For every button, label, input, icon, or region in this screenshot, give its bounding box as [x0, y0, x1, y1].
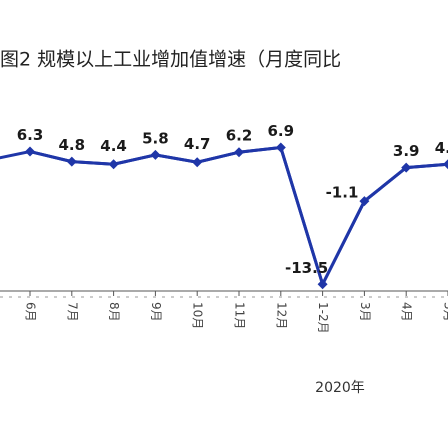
- value-label: -13.5: [285, 259, 328, 277]
- value-label: 6.9: [268, 122, 295, 140]
- point: [317, 279, 328, 290]
- value-label: 4.4: [100, 137, 127, 155]
- value-label: 6.2: [226, 127, 253, 145]
- x-tick-label: 12月: [274, 302, 288, 329]
- x-tick-label: 6月: [24, 302, 38, 322]
- x-tick-label: 7月: [65, 302, 79, 322]
- x-tick-label: 10月: [191, 302, 205, 329]
- point: [401, 162, 412, 173]
- point: [108, 159, 119, 170]
- x-tick-label: 3月: [358, 302, 372, 322]
- value-label: 6.3: [17, 126, 44, 144]
- point: [359, 196, 370, 207]
- value-label: 4.7: [184, 135, 211, 153]
- year-label: 2020年: [315, 380, 365, 396]
- value-label: -1.1: [326, 184, 359, 202]
- point: [192, 157, 203, 168]
- point: [150, 149, 161, 160]
- x-tick-label: 4月: [400, 302, 414, 322]
- x-tick-label: 9月: [149, 302, 163, 322]
- point: [275, 142, 286, 153]
- x-tick-label: 8月: [107, 302, 121, 322]
- x-tick-label: 11月: [233, 302, 247, 329]
- x-tick-label: 1-2月: [316, 302, 330, 334]
- value-label: 3.9: [393, 142, 420, 160]
- series-line: [0, 145, 448, 289]
- point: [25, 146, 35, 157]
- point: [66, 156, 77, 167]
- series-line-data: [29, 145, 448, 289]
- value-label: 4.4: [435, 139, 448, 157]
- x-tick-label: 5月: [442, 302, 448, 322]
- value-label: 4.8: [59, 136, 86, 154]
- point: [234, 147, 244, 158]
- chart-title: 图2 规模以上工业增加值增速（月度同比: [0, 49, 341, 71]
- point: [443, 159, 448, 170]
- value-label: 5.8: [142, 129, 169, 147]
